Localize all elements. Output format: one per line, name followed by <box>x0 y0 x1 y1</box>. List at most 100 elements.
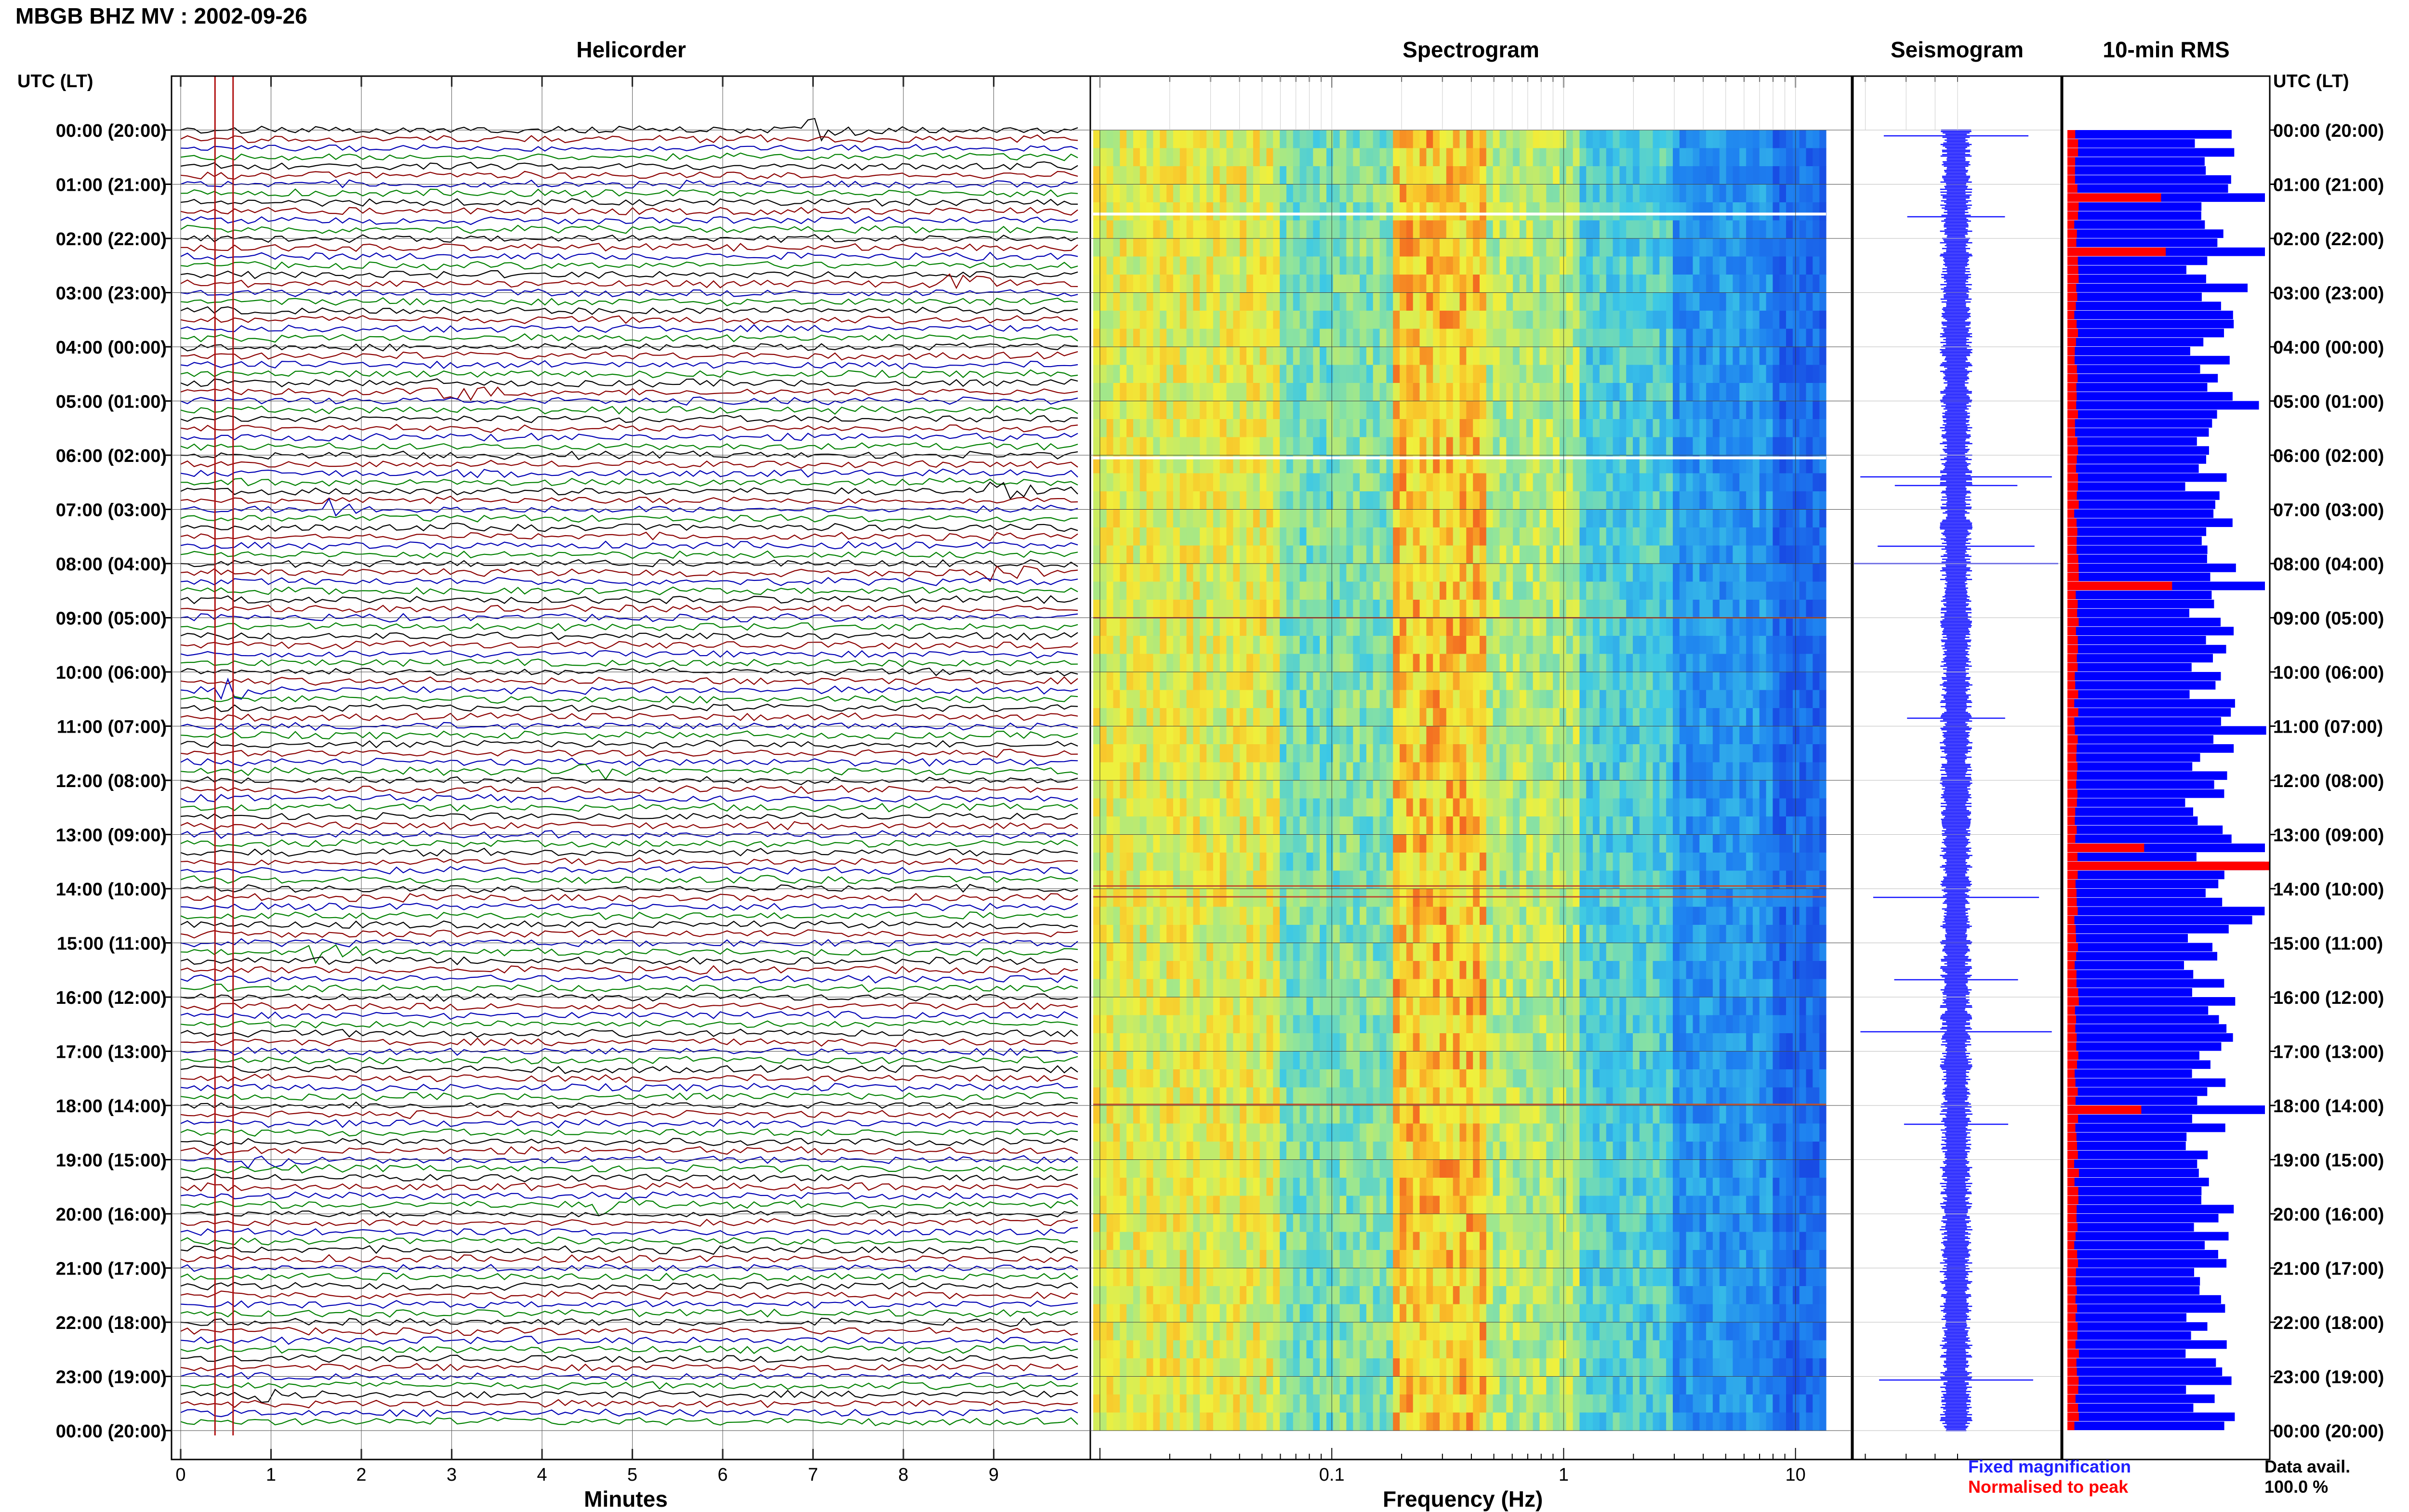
spectrogram-cell <box>1306 618 1313 636</box>
spectrogram-cell <box>1113 564 1120 582</box>
spectrogram-cell <box>1573 329 1580 347</box>
spectrogram-cell <box>1799 762 1807 781</box>
spectrogram-cell <box>1306 292 1313 311</box>
spectrogram-cell <box>1759 780 1767 799</box>
spectrogram-cell <box>1353 816 1360 835</box>
spectrogram-cell <box>1733 816 1740 835</box>
spectrogram-cell <box>1346 166 1353 185</box>
spectrogram-cell <box>1819 455 1827 474</box>
spectrogram-cell <box>1093 365 1100 383</box>
spectrogram-cell <box>1686 527 1693 546</box>
spectrogram-cell <box>1559 925 1567 944</box>
spectrogram-cell <box>1360 870 1367 889</box>
spectrogram-cell <box>1673 889 1680 907</box>
spectrogram-cell <box>1459 762 1467 781</box>
spectrogram-cell <box>1379 275 1387 293</box>
spectrogram-cell <box>1293 275 1300 293</box>
spectrogram-cell <box>1539 618 1547 636</box>
spectrogram-cell <box>1559 311 1567 329</box>
spectrogram-cell <box>1553 744 1560 763</box>
spectrogram-cell <box>1466 726 1473 745</box>
spectrogram-cell <box>1712 581 1720 600</box>
spectrogram-cell <box>1200 329 1207 347</box>
spectrogram-cell <box>1746 870 1753 889</box>
spectrogram-cell <box>1386 509 1393 528</box>
spectrogram-cell <box>1259 148 1267 167</box>
spectrogram-cell <box>1446 672 1454 691</box>
spectrogram-cell <box>1646 256 1654 275</box>
spectrogram-cell <box>1699 654 1707 672</box>
spectrogram-cell <box>1333 545 1340 564</box>
spectrogram-cell <box>1360 780 1367 799</box>
spectrogram-cell <box>1259 672 1267 691</box>
spectrogram-cell <box>1819 365 1827 383</box>
spectrogram-cell <box>1759 527 1767 546</box>
spectrogram-cell <box>1573 654 1580 672</box>
spectrogram-cell <box>1213 744 1220 763</box>
spectrogram-cell <box>1240 564 1247 582</box>
spectrogram-cell <box>1499 672 1507 691</box>
spectrogram-cell <box>1299 220 1307 239</box>
spectrogram-cell <box>1206 798 1214 817</box>
spectrogram-cell <box>1706 726 1713 745</box>
spectrogram-cell <box>1693 347 1700 366</box>
spectrogram-cell <box>1699 581 1707 600</box>
spectrogram-cell <box>1193 870 1200 889</box>
spectrogram-cell <box>1486 184 1494 203</box>
spectrogram-cell <box>1566 401 1574 420</box>
spectrogram-cell <box>1773 275 1780 293</box>
spectrogram-cell <box>1526 690 1534 709</box>
spectrogram-cell <box>1400 347 1407 366</box>
spectrogram-cell <box>1693 509 1700 528</box>
spectrogram-cell <box>1306 455 1313 474</box>
spectrogram-cell <box>1246 618 1254 636</box>
spectrogram-cell <box>1806 853 1813 871</box>
spectrogram-cell <box>1619 202 1627 221</box>
spectrogram-cell <box>1480 816 1487 835</box>
spectrogram-cell <box>1273 889 1280 907</box>
spectrogram-cell <box>1799 473 1807 492</box>
spectrogram-cell <box>1240 690 1247 709</box>
spectrogram-cell <box>1366 202 1374 221</box>
spectrogram-cell <box>1280 853 1287 871</box>
spectrogram-cell <box>1186 256 1193 275</box>
spectrogram-cell <box>1633 184 1640 203</box>
spectrogram-cell <box>1326 834 1334 853</box>
spectrogram-cell <box>1373 292 1380 311</box>
spectrogram-cell <box>1733 148 1740 167</box>
spectrogram-cell <box>1773 564 1780 582</box>
spectrogram-cell <box>1373 907 1380 925</box>
spectrogram-cell <box>1113 654 1120 672</box>
spectrogram-cell <box>1186 690 1193 709</box>
spectrogram-cell <box>1686 690 1693 709</box>
spectrogram-cell <box>1126 889 1134 907</box>
spectrogram-cell <box>1419 220 1427 239</box>
spectrogram-cell <box>1599 148 1607 167</box>
spectrogram-cell <box>1246 130 1254 149</box>
spectrogram-cell <box>1353 437 1360 456</box>
spectrogram-cell <box>1566 455 1574 474</box>
spectrogram-cell <box>1806 564 1813 582</box>
spectrogram-cell <box>1280 672 1287 691</box>
spectrogram-cell <box>1726 798 1733 817</box>
spectrogram-cell <box>1752 636 1760 655</box>
spectrogram-cell <box>1259 889 1267 907</box>
spectrogram-cell <box>1693 220 1700 239</box>
spectrogram-cell <box>1379 329 1387 347</box>
spectrogram-cell <box>1553 889 1560 907</box>
spectrogram-cell <box>1659 889 1667 907</box>
spectrogram-cell <box>1400 184 1407 203</box>
spectrogram-cell <box>1440 238 1447 257</box>
spectrogram-cell <box>1326 347 1334 366</box>
spectrogram-cell <box>1299 202 1307 221</box>
spectrogram-cell <box>1759 275 1767 293</box>
spectrogram-cell <box>1219 437 1227 456</box>
spectrogram-cell <box>1313 654 1320 672</box>
spectrogram-cell <box>1193 564 1200 582</box>
spectrogram-cell <box>1593 256 1600 275</box>
spectrogram-cell <box>1633 870 1640 889</box>
spectrogram-cell <box>1120 870 1127 889</box>
spectrogram-cell <box>1746 311 1753 329</box>
spectrogram-cell <box>1506 708 1513 727</box>
spectrogram-cell <box>1712 798 1720 817</box>
